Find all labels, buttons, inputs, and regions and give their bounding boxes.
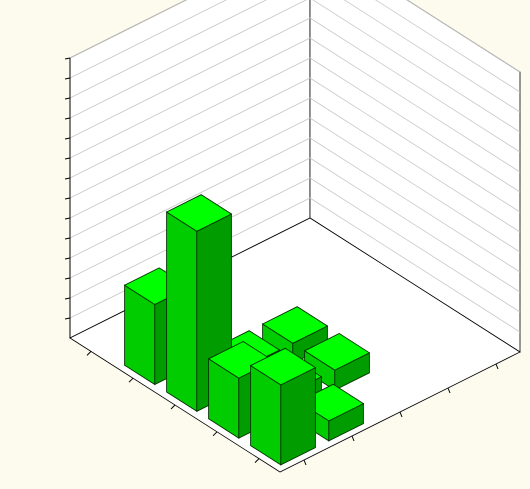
z-tick [64,257,71,260]
x-tick [254,458,260,463]
bar-top [165,194,233,232]
x-tick [170,404,176,410]
bar [249,347,317,466]
z-tick [64,277,71,280]
gridline [69,137,521,273]
z-tick [64,57,71,60]
chart-axes [64,57,499,466]
gridline [69,37,521,173]
z-tick [64,137,71,140]
y-tick [351,435,355,442]
gridline [69,0,521,133]
gridline [69,177,521,313]
z-tick [64,197,71,200]
y-tick [447,387,451,394]
y-tick [303,459,307,466]
gridline [69,17,521,153]
chart-bars [123,194,371,466]
x-tick [212,431,218,437]
bar-top [303,332,371,371]
gridline [69,0,521,73]
bar-top [249,347,317,386]
y-tick [399,411,403,418]
z-tick [64,97,71,100]
z-tick [64,177,71,180]
z-tick [64,117,71,120]
y-tick [495,363,499,370]
bar-top [261,306,329,344]
gridline [69,0,521,113]
gridline [69,157,521,293]
z-tick [64,297,71,300]
bar-face-left [166,211,198,413]
z-tick [64,157,71,160]
gridline [69,97,521,233]
gridline [69,117,521,253]
x-tick [128,377,134,383]
gridline [69,57,521,193]
z-tick [64,317,71,320]
x-tick [86,351,92,356]
bar [303,332,371,391]
chart-gridlines [69,0,521,333]
z-tick [64,217,71,220]
z-tick [64,237,71,240]
gridline [69,77,521,213]
gridline [69,0,521,93]
z-tick [64,77,71,80]
